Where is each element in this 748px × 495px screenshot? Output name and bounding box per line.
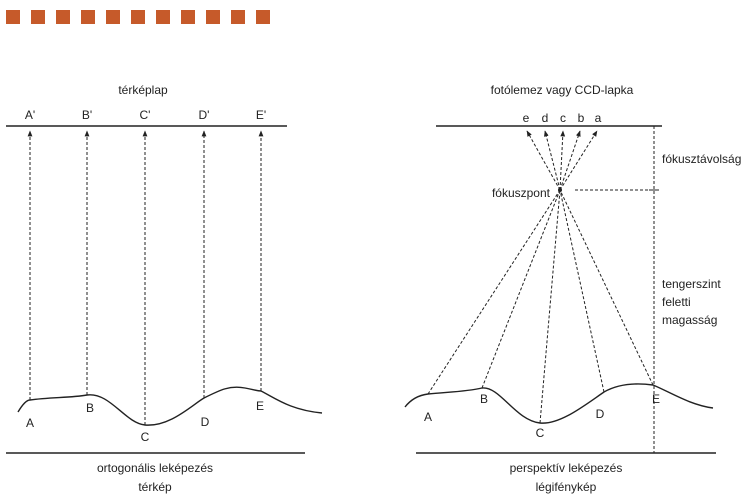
height-label-line1: tengerszint bbox=[662, 277, 721, 291]
image-point-label: b bbox=[578, 111, 585, 125]
film-plane-label: fotólemez vagy CCD-lapka bbox=[491, 83, 634, 97]
ground-point-label: A bbox=[424, 410, 432, 424]
ground-point-label: E bbox=[256, 399, 264, 413]
decorative-square bbox=[256, 10, 270, 24]
image-ray-a bbox=[559, 130, 598, 191]
perspective-projection-panel: fotólemez vagy CCD-lapka e d c b a fókus… bbox=[404, 83, 741, 494]
ground-point-label: B bbox=[480, 392, 488, 406]
height-label-line3: magasság bbox=[662, 313, 717, 327]
ground-point-label: D bbox=[201, 415, 210, 429]
decorative-square bbox=[231, 10, 245, 24]
ground-point-label: C bbox=[141, 430, 150, 444]
map-point-label: A' bbox=[25, 108, 35, 122]
focal-point-label: fókuszpont bbox=[492, 186, 551, 200]
decorative-square bbox=[56, 10, 70, 24]
decorative-square bbox=[206, 10, 220, 24]
ground-point-label: B bbox=[86, 401, 94, 415]
focal-distance-label: fókusztávolság bbox=[662, 152, 741, 166]
ground-point-label: C bbox=[536, 426, 545, 440]
decorative-square-strip bbox=[0, 10, 300, 24]
ground-ray-c bbox=[539, 189, 561, 424]
focal-point-marker bbox=[558, 188, 562, 192]
ground-point-label: E bbox=[652, 392, 660, 406]
image-ray-c bbox=[559, 130, 566, 191]
map-plane-label: térképlap bbox=[118, 83, 168, 97]
ground-point-label: A bbox=[26, 416, 34, 430]
decorative-square bbox=[156, 10, 170, 24]
map-point-label: B' bbox=[82, 108, 92, 122]
terrain-profile bbox=[17, 386, 323, 426]
height-label-line2: feletti bbox=[662, 295, 691, 309]
decorative-square bbox=[31, 10, 45, 24]
map-subcaption: térkép bbox=[138, 480, 172, 494]
decorative-square bbox=[6, 10, 20, 24]
ground-ray-b bbox=[481, 189, 561, 389]
decorative-square bbox=[181, 10, 195, 24]
orthogonal-projection-panel: térképlap A' B' C' D' E' A B C D E ortog… bbox=[6, 83, 323, 494]
image-ray-d bbox=[544, 130, 561, 191]
image-point-label: e bbox=[523, 111, 530, 125]
aerial-photo-subcaption: légifénykép bbox=[536, 480, 597, 494]
ground-ray-e bbox=[559, 189, 654, 386]
image-ray-b bbox=[559, 130, 581, 191]
orthogonal-caption: ortogonális leképezés bbox=[97, 461, 213, 475]
image-point-label: d bbox=[542, 111, 549, 125]
image-ray-e bbox=[526, 130, 561, 191]
ground-point-label: D bbox=[596, 407, 605, 421]
perspective-caption: perspektív leképezés bbox=[510, 461, 623, 475]
map-point-label: D' bbox=[199, 108, 210, 122]
map-point-label: E' bbox=[256, 108, 266, 122]
map-point-label: C' bbox=[140, 108, 151, 122]
ground-ray-d bbox=[559, 189, 605, 393]
decorative-square bbox=[81, 10, 95, 24]
terrain-profile bbox=[404, 383, 714, 424]
image-point-label: a bbox=[595, 111, 602, 125]
ground-ray-a bbox=[427, 189, 561, 395]
image-point-label: c bbox=[560, 111, 566, 125]
decorative-square bbox=[106, 10, 120, 24]
decorative-square bbox=[131, 10, 145, 24]
